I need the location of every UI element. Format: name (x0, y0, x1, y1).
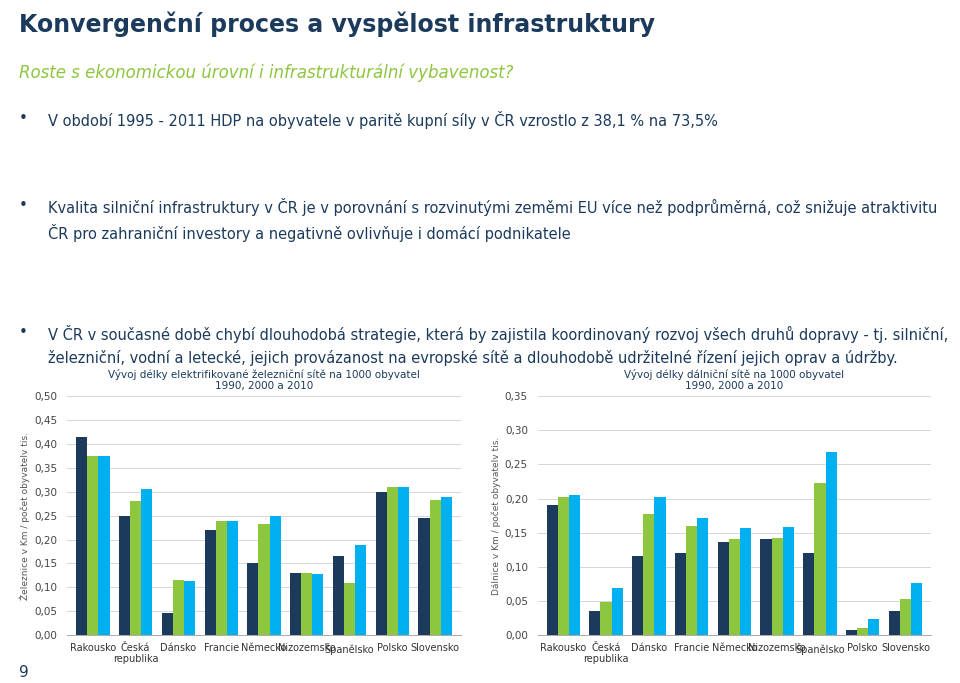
Bar (333, 556, 344, 635)
Bar (173, 580, 184, 635)
Bar (857, 628, 868, 635)
Text: 9: 9 (19, 665, 29, 680)
Bar (760, 539, 772, 635)
Bar (718, 542, 729, 635)
Bar (804, 553, 814, 635)
Y-axis label: Dálnice v Km / počet obyvatelv tis.: Dálnice v Km / počet obyvatelv tis. (492, 436, 500, 595)
Bar (782, 527, 794, 635)
Bar (227, 521, 238, 635)
Bar (612, 588, 623, 635)
Title: Vývoj délky dálniční sítě na 1000 obyvatel
1990, 2000 a 2010: Vývoj délky dálniční sítě na 1000 obyvat… (624, 369, 845, 391)
Bar (846, 630, 857, 635)
Bar (248, 563, 258, 635)
Bar (429, 500, 441, 635)
Bar (161, 613, 173, 635)
Bar (76, 437, 87, 635)
Y-axis label: Železnice v Km / počet obyvatelv tis.: Železnice v Km / počet obyvatelv tis. (20, 432, 30, 600)
Bar (868, 619, 879, 635)
Bar (911, 583, 923, 635)
Bar (290, 573, 301, 635)
Bar (889, 611, 900, 635)
Text: •: • (19, 111, 28, 126)
Bar (397, 487, 409, 635)
Bar (184, 581, 195, 635)
Bar (216, 521, 227, 635)
Bar (131, 501, 141, 635)
Bar (900, 599, 911, 635)
Title: Vývoj délky elektrifikované železniční sítě na 1000 obyvatel
1990, 2000 a 2010: Vývoj délky elektrifikované železniční s… (108, 369, 420, 391)
Bar (643, 514, 655, 635)
Bar (355, 545, 367, 635)
Bar (344, 583, 355, 635)
Bar (772, 538, 782, 635)
Bar (569, 495, 580, 635)
Bar (270, 516, 280, 635)
Bar (655, 497, 665, 635)
Bar (740, 528, 751, 635)
Bar (441, 497, 452, 635)
Bar (419, 518, 429, 635)
Bar (814, 483, 826, 635)
Bar (601, 602, 612, 635)
Text: V ČR v současné době chybí dlouhodobá strategie, která by zajistila koordinovaný: V ČR v současné době chybí dlouhodobá st… (48, 325, 948, 366)
Bar (375, 492, 387, 635)
Bar (675, 553, 686, 635)
Bar (204, 530, 216, 635)
Text: Roste s ekonomickou úrovní i infrastrukturální vybavenost?: Roste s ekonomickou úrovní i infrastrukt… (19, 64, 514, 82)
Text: •: • (19, 325, 28, 340)
Bar (301, 573, 312, 635)
Bar (99, 456, 109, 635)
Text: •: • (19, 198, 28, 213)
Bar (387, 487, 397, 635)
Bar (826, 452, 837, 635)
Bar (686, 526, 697, 635)
Bar (87, 456, 99, 635)
Text: Kvalita silniční infrastruktury v ČR je v porovnání s rozvinutými zeměmi EU více: Kvalita silniční infrastruktury v ČR je … (48, 198, 937, 242)
Bar (119, 516, 131, 635)
Bar (697, 518, 708, 635)
Bar (258, 525, 270, 635)
Bar (312, 574, 324, 635)
Bar (558, 497, 569, 635)
Bar (546, 505, 558, 635)
Bar (141, 489, 153, 635)
Bar (632, 556, 643, 635)
Text: V období 1995 - 2011 HDP na obyvatele v paritě kupní síly v ČR vzrostlo z 38,1 %: V období 1995 - 2011 HDP na obyvatele v … (48, 111, 718, 129)
Bar (729, 539, 740, 635)
Text: Konvergenční proces a vyspělost infrastruktury: Konvergenční proces a vyspělost infrastr… (19, 12, 655, 38)
Bar (589, 611, 601, 635)
